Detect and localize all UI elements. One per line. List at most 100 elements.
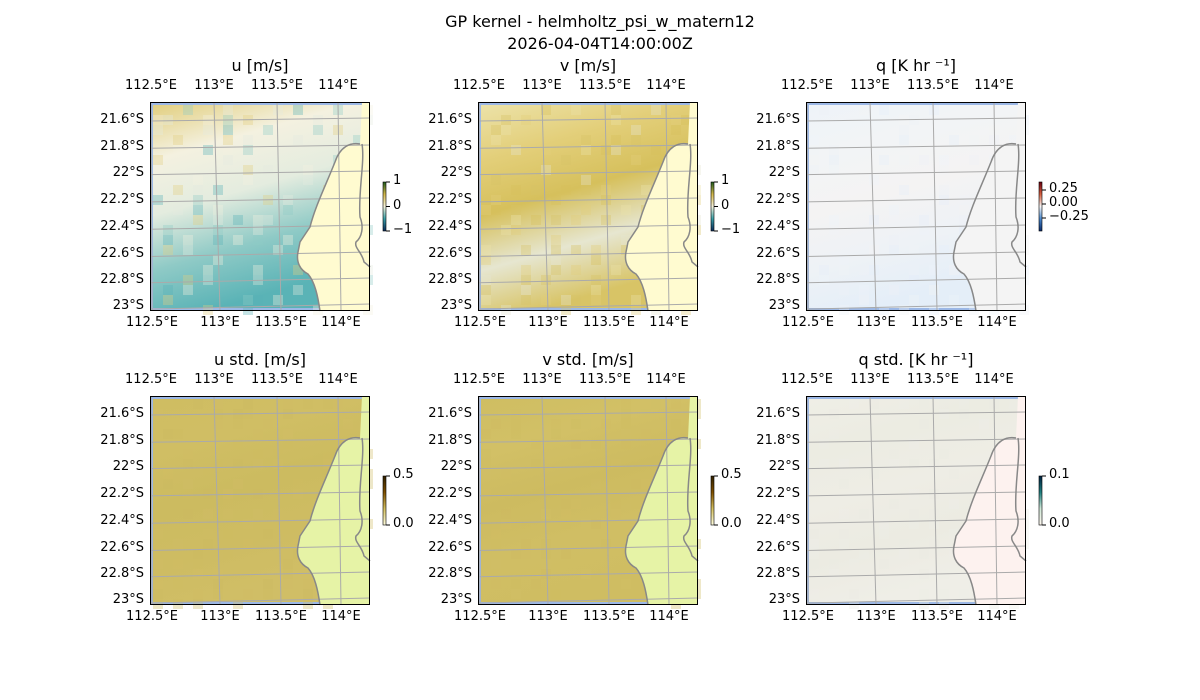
gridline-lat — [805, 144, 1027, 149]
gridline-lat — [805, 303, 1027, 310]
lon-tick-label-bottom: 114°E — [977, 609, 1017, 624]
gridline-lon — [665, 101, 670, 312]
gridline-lat — [149, 117, 371, 122]
lat-tick-label: 21.8°S — [428, 433, 472, 448]
lat-tick-label: 22°S — [112, 459, 144, 474]
panel-title: q [K hr ⁻¹] — [876, 56, 956, 75]
lon-tick-label-bottom: 113.5°E — [583, 609, 635, 624]
lat-tick-label: 22.6°S — [100, 246, 144, 261]
axes-frame — [150, 102, 370, 311]
lat-tick-label: 21.8°S — [756, 433, 800, 448]
lon-tick-label-top: 114°E — [646, 78, 686, 93]
gridline-lat — [477, 144, 699, 149]
lat-tick-label: 21.6°S — [756, 406, 800, 421]
gridline-lat — [477, 224, 699, 230]
gridline-lat — [805, 170, 1027, 176]
gridline-lat — [477, 277, 699, 284]
gridline-lat — [805, 571, 1027, 578]
lat-tick-label: 22.8°S — [428, 566, 472, 581]
lat-tick-label: 22.2°S — [100, 192, 144, 207]
lat-tick-label: 22.4°S — [100, 513, 144, 528]
coastline — [354, 437, 371, 562]
gridline-lat — [149, 491, 371, 497]
coastline — [952, 436, 1017, 606]
lon-tick-label-top: 112.5°E — [125, 372, 177, 387]
panel-title: q std. [K hr ⁻¹] — [858, 350, 974, 369]
lat-tick-label: 22.6°S — [756, 540, 800, 555]
lon-tick-label-bottom: 113°E — [528, 609, 568, 624]
lon-tick-label-bottom: 112.5°E — [782, 609, 834, 624]
gridline-lat — [477, 197, 699, 203]
lat-tick-label: 22.6°S — [428, 540, 472, 555]
lat-tick-label: 21.6°S — [100, 112, 144, 127]
colorbar — [1038, 475, 1043, 526]
lon-tick-label-top: 113.5°E — [907, 372, 959, 387]
gridline-lat — [805, 224, 1027, 230]
lon-tick-label-top: 112.5°E — [781, 372, 833, 387]
lat-tick-label: 22°S — [768, 459, 800, 474]
lon-tick-label-bottom: 113.5°E — [583, 315, 635, 330]
axes-frame — [806, 102, 1026, 311]
colorbar-tick-label: 0.5 — [393, 467, 414, 482]
axes-frame — [478, 102, 698, 311]
gridline-lon — [541, 101, 549, 312]
gridline-lat — [149, 170, 371, 176]
gridline-lon — [604, 395, 610, 606]
lat-tick-label: 22.2°S — [756, 192, 800, 207]
panel-title: u [m/s] — [231, 56, 289, 75]
gridline-lat — [805, 251, 1027, 257]
colorbar-tick-label: 0 — [393, 197, 402, 213]
lat-tick-label: 23°S — [112, 592, 144, 607]
map-panel — [477, 395, 701, 609]
lat-tick-label: 22.2°S — [100, 486, 144, 501]
lon-tick-label-top: 113°E — [850, 78, 890, 93]
gridline-lat — [149, 438, 371, 443]
lat-tick-label: 22.8°S — [100, 272, 144, 287]
colorbar-tick-label: 0.00 — [1049, 195, 1078, 210]
lon-tick-label-top: 112.5°E — [781, 78, 833, 93]
gridline-lat — [477, 411, 699, 416]
gridline-lat — [149, 518, 371, 524]
gridline-lat — [477, 518, 699, 524]
gridline-lat — [805, 438, 1027, 443]
panel-title: v std. [m/s] — [542, 350, 634, 369]
land-mask — [953, 396, 1026, 605]
coastline — [354, 143, 371, 268]
panel-title: v [m/s] — [559, 56, 617, 75]
lat-tick-label: 22.2°S — [428, 192, 472, 207]
gridline-lon — [806, 395, 809, 606]
colorbar — [710, 181, 715, 232]
gridline-lat — [805, 518, 1027, 524]
lon-tick-label-top: 114°E — [974, 78, 1014, 93]
lon-tick-label-bottom: 113°E — [200, 609, 240, 624]
gridline-lon — [213, 395, 221, 606]
gridline-lat — [805, 411, 1027, 416]
lat-tick-label: 22.6°S — [428, 246, 472, 261]
coastline — [682, 143, 699, 268]
gridline-lon — [993, 395, 998, 606]
gridline-lon — [932, 101, 938, 312]
colorbar — [1038, 181, 1043, 232]
colorbar-tick-label: 1 — [721, 173, 730, 188]
gridline-lat — [805, 491, 1027, 497]
map-panel — [149, 101, 373, 315]
lon-tick-label-top: 114°E — [318, 372, 358, 387]
gridline-lat — [477, 545, 699, 551]
lat-tick-label: 22.8°S — [756, 272, 800, 287]
gridline-lat — [149, 571, 371, 578]
gridline-lat — [477, 571, 699, 578]
axes-frame — [806, 396, 1026, 605]
colorbar-tick-label: 0 — [721, 197, 730, 213]
gridline-lat — [477, 251, 699, 257]
colorbar — [382, 475, 387, 526]
lon-tick-label-top: 113.5°E — [251, 372, 303, 387]
gridline-lat — [149, 197, 371, 203]
land-mask — [625, 396, 698, 605]
lat-tick-label: 21.6°S — [428, 406, 472, 421]
lon-tick-label-bottom: 114°E — [977, 315, 1017, 330]
panel-title: u std. [m/s] — [214, 350, 306, 369]
colorbar-tick-label: 0.1 — [1049, 467, 1070, 482]
gridline-lon — [932, 395, 938, 606]
gridline-lat — [477, 303, 699, 310]
